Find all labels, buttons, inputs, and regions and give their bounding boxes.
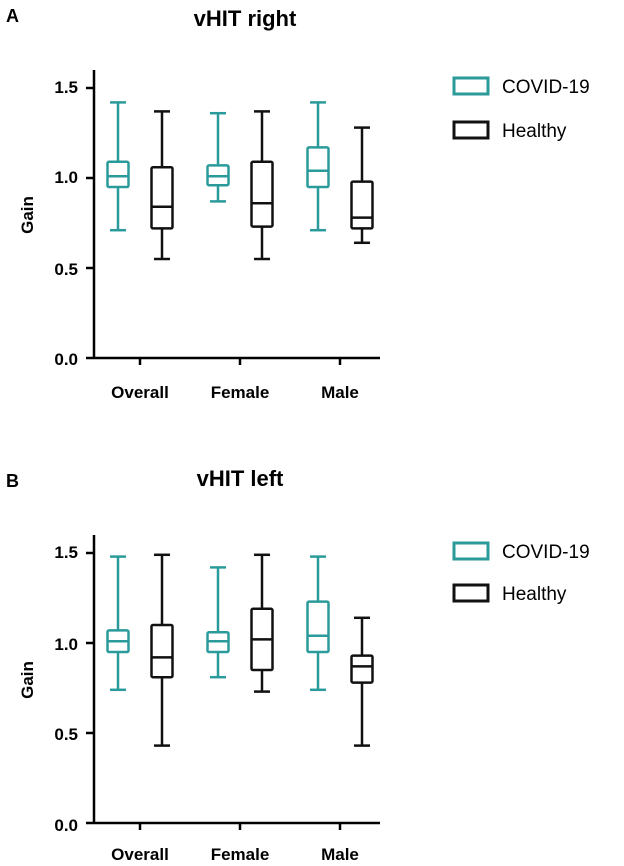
- panel-b-x-axis: Overall Female Male: [111, 845, 359, 864]
- boxplot-covid-male: [306, 101, 330, 232]
- boxplot-healthy-female: [250, 110, 274, 261]
- panel-a-category-label: Male: [321, 383, 359, 402]
- legend-label-healthy: Healthy: [502, 121, 567, 142]
- box-iqr: [150, 623, 174, 679]
- panel-b: B vHIT left Gain 0.0 0.5 1.0 1.5 Overall…: [6, 466, 590, 864]
- boxplot-covid-female: [206, 566, 230, 679]
- panel-a-title: vHIT right: [194, 6, 297, 31]
- box-iqr: [306, 600, 330, 654]
- panel-a-x-axis: Overall Female Male: [111, 383, 359, 402]
- panel-b-category-label: Male: [321, 845, 359, 864]
- panel-a-category-label: Overall: [111, 383, 169, 402]
- panel-a-label: A: [6, 6, 19, 26]
- boxplot-healthy-female: [250, 553, 274, 693]
- panel-a-ytick-label: 0.5: [54, 260, 78, 279]
- boxplot-covid-overall: [106, 555, 130, 692]
- panel-a-plot: [86, 70, 380, 365]
- legend-label-covid: COVID-19: [502, 77, 590, 98]
- panel-a: A vHIT right Gain 0.0 0.5 1.0 1.5 Overal…: [6, 6, 590, 402]
- legend-swatch-healthy: [452, 120, 490, 140]
- panel-b-category-label: Overall: [111, 845, 169, 864]
- boxplot-healthy-male: [350, 126, 374, 245]
- box-iqr: [350, 654, 374, 684]
- legend-swatch-covid: [452, 541, 490, 561]
- box-iqr: [250, 160, 274, 228]
- panel-b-title: vHIT left: [197, 466, 284, 491]
- panel-b-ytick-label: 0.0: [54, 816, 78, 835]
- panel-b-label: B: [6, 471, 19, 491]
- panel-a-ytick-label: 1.5: [54, 78, 78, 97]
- boxplot-covid-male: [306, 555, 330, 692]
- panel-b-ytick-label: 1.0: [54, 635, 78, 654]
- box-iqr: [106, 160, 130, 189]
- box-iqr: [150, 165, 174, 230]
- box-iqr: [350, 180, 374, 230]
- boxplot-covid-female: [206, 111, 230, 203]
- panel-a-legend: COVID-19 Healthy: [452, 76, 590, 142]
- legend-swatch-covid: [452, 76, 490, 96]
- panel-a-y-axis: 0.0 0.5 1.0 1.5: [54, 78, 78, 369]
- panel-a-ytick-label: 1.0: [54, 168, 78, 187]
- panel-a-category-label: Female: [211, 383, 270, 402]
- panel-b-y-axis: 0.0 0.5 1.0 1.5: [54, 543, 78, 835]
- panel-a-ytick-label: 0.0: [54, 350, 78, 369]
- panel-b-ytick-label: 0.5: [54, 725, 78, 744]
- legend-label-healthy: Healthy: [502, 584, 567, 605]
- panel-b-legend: COVID-19 Healthy: [452, 541, 590, 605]
- panel-b-ytick-label: 1.5: [54, 543, 78, 562]
- panel-b-category-label: Female: [211, 845, 270, 864]
- boxplot-healthy-overall: [150, 110, 174, 261]
- panel-b-y-axis-title: Gain: [18, 661, 37, 699]
- panel-b-plot: [86, 535, 380, 830]
- legend-label-covid: COVID-19: [502, 542, 590, 563]
- legend-swatch-healthy: [452, 583, 490, 603]
- boxplot-healthy-overall: [150, 553, 174, 747]
- boxplot-healthy-male: [350, 616, 374, 747]
- panel-a-y-axis-title: Gain: [18, 196, 37, 234]
- boxplot-covid-overall: [106, 101, 130, 232]
- box-iqr: [306, 146, 330, 189]
